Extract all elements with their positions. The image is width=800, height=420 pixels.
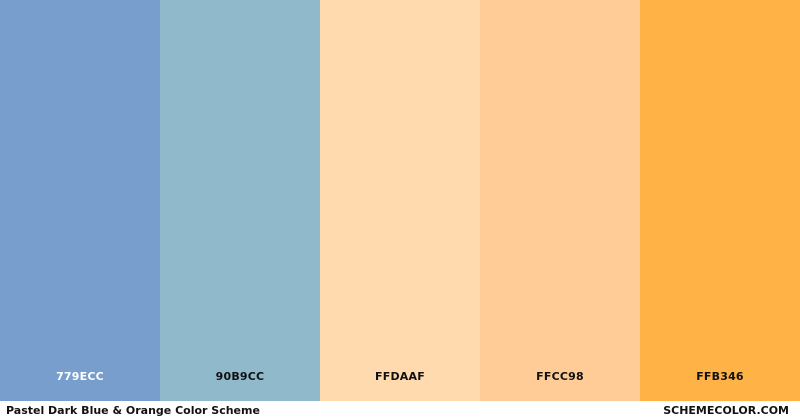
color-palette: 779ECC 90B9CC FFDAAF FFCC98 FFB346	[0, 0, 800, 401]
site-name[interactable]: SCHEMECOLOR.COM	[663, 404, 789, 417]
color-swatch-1: 779ECC	[0, 0, 160, 401]
color-swatch-3: FFDAAF	[320, 0, 480, 401]
swatch-hex-label-2: 90B9CC	[215, 370, 265, 383]
swatch-hex-label-3: FFDAAF	[375, 370, 425, 383]
color-swatch-5: FFB346	[640, 0, 800, 401]
color-swatch-4: FFCC98	[480, 0, 640, 401]
color-swatch-2: 90B9CC	[160, 0, 320, 401]
swatch-hex-label-4: FFCC98	[536, 370, 584, 383]
scheme-title: Pastel Dark Blue & Orange Color Scheme	[6, 404, 260, 417]
footer-bar: Pastel Dark Blue & Orange Color Scheme S…	[0, 401, 800, 420]
swatch-hex-label-1: 779ECC	[56, 370, 104, 383]
swatch-hex-label-5: FFB346	[696, 370, 744, 383]
